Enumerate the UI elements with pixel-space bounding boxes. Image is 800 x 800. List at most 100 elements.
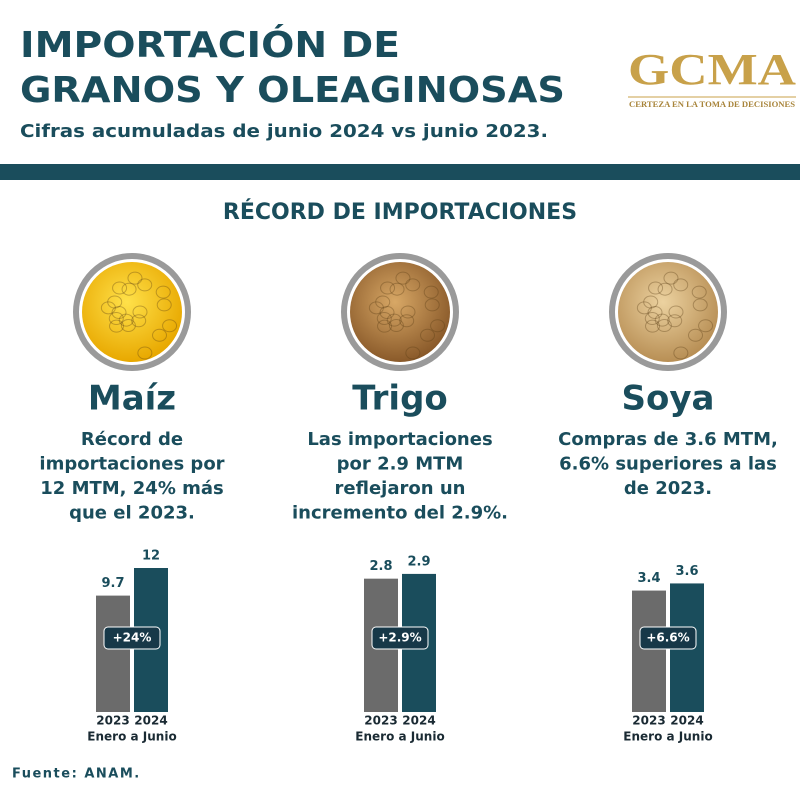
grain <box>376 311 392 325</box>
x-axis-label: Enero a Junio <box>355 730 444 744</box>
grain <box>118 313 134 327</box>
value-label: 2.9 <box>407 554 430 569</box>
grain <box>120 319 136 333</box>
product-description: por 2.9 MTM <box>337 454 464 475</box>
grain <box>688 328 704 342</box>
grain <box>399 314 415 328</box>
logo-name: GCMA <box>628 45 796 94</box>
grain <box>127 271 143 285</box>
change-label: +24% <box>113 631 152 645</box>
x-tick-label: 2024 <box>670 714 703 728</box>
grain <box>636 301 652 315</box>
grain <box>405 278 421 292</box>
grain <box>644 311 660 325</box>
value-label: 3.4 <box>637 571 660 586</box>
grain <box>424 298 440 312</box>
title-line: IMPORTACIÓN DE <box>20 24 400 66</box>
grain <box>692 298 708 312</box>
product-description: incremento del 2.9%. <box>292 503 508 524</box>
logo-tagline: CERTEZA EN LA TOMA DE DECISIONES <box>629 100 796 109</box>
grain <box>657 282 673 296</box>
grain <box>691 285 707 299</box>
grain <box>420 328 436 342</box>
grain <box>645 319 661 333</box>
bar <box>632 590 666 712</box>
x-tick-label: 2024 <box>402 714 435 728</box>
source: Fuente: ANAM. <box>12 767 141 782</box>
x-tick-label: 2024 <box>134 714 167 728</box>
grain <box>162 319 178 333</box>
grain <box>668 305 684 319</box>
grain <box>132 305 148 319</box>
change-badge <box>103 626 161 650</box>
x-tick-label: 2023 <box>632 714 665 728</box>
grain <box>111 306 127 320</box>
value-label: 9.7 <box>101 576 124 591</box>
x-axis-label: Enero a Junio <box>87 730 176 744</box>
change-label: +2.9% <box>378 631 421 645</box>
grain <box>656 319 672 333</box>
grain <box>654 313 670 327</box>
grain <box>395 271 411 285</box>
grain <box>400 305 416 319</box>
grain <box>107 295 123 309</box>
grain <box>375 295 391 309</box>
product-name: Soya <box>622 379 715 419</box>
grain <box>137 346 153 360</box>
value-label: 3.6 <box>675 564 698 579</box>
grain <box>121 282 137 296</box>
grain <box>368 301 384 315</box>
product-image <box>350 262 450 362</box>
grain <box>673 278 689 292</box>
product-description: 6.6% superiores a las <box>559 454 777 475</box>
grain <box>663 271 679 285</box>
grain <box>377 319 393 333</box>
product-name: Maíz <box>88 379 176 419</box>
product-description: Récord de <box>81 429 183 450</box>
grain <box>667 314 683 328</box>
grain <box>137 278 153 292</box>
grain <box>155 285 171 299</box>
change-badge <box>639 626 697 650</box>
grain <box>380 281 396 295</box>
value-label: 12 <box>142 549 160 564</box>
grain <box>112 281 128 295</box>
subtitle: Cifras acumuladas de junio 2024 vs junio… <box>20 121 548 142</box>
grain <box>698 319 714 333</box>
x-tick-label: 2023 <box>364 714 397 728</box>
change-label: +6.6% <box>646 631 689 645</box>
grain <box>156 298 172 312</box>
product-description: Compras de 3.6 MTM, <box>558 429 778 450</box>
x-axis-label: Enero a Junio <box>623 730 712 744</box>
grain <box>388 319 404 333</box>
grain <box>389 282 405 296</box>
product-image <box>618 262 718 362</box>
grain <box>405 346 421 360</box>
product-description: que el 2023. <box>69 503 195 524</box>
product-description: Las importaciones <box>307 429 492 450</box>
grain <box>430 319 446 333</box>
divider-band <box>0 164 800 180</box>
grain <box>109 319 125 333</box>
grain <box>648 281 664 295</box>
product-description: importaciones por <box>39 454 224 475</box>
product-description: 12 MTM, 24% más <box>40 478 224 499</box>
grain <box>386 313 402 327</box>
grain <box>647 306 663 320</box>
grain <box>423 285 439 299</box>
grain <box>100 301 116 315</box>
grain <box>131 314 147 328</box>
grain <box>673 346 689 360</box>
value-label: 2.8 <box>369 559 392 574</box>
grain <box>152 328 168 342</box>
product-name: Trigo <box>352 379 448 419</box>
grain <box>379 306 395 320</box>
title-line: GRANOS Y OLEAGINOSAS <box>20 70 565 111</box>
product-description: reflejaron un <box>335 478 466 499</box>
section-title: RÉCORD DE IMPORTACIONES <box>223 199 577 225</box>
grain <box>643 295 659 309</box>
product-description: de 2023. <box>624 478 712 499</box>
x-tick-label: 2023 <box>96 714 129 728</box>
